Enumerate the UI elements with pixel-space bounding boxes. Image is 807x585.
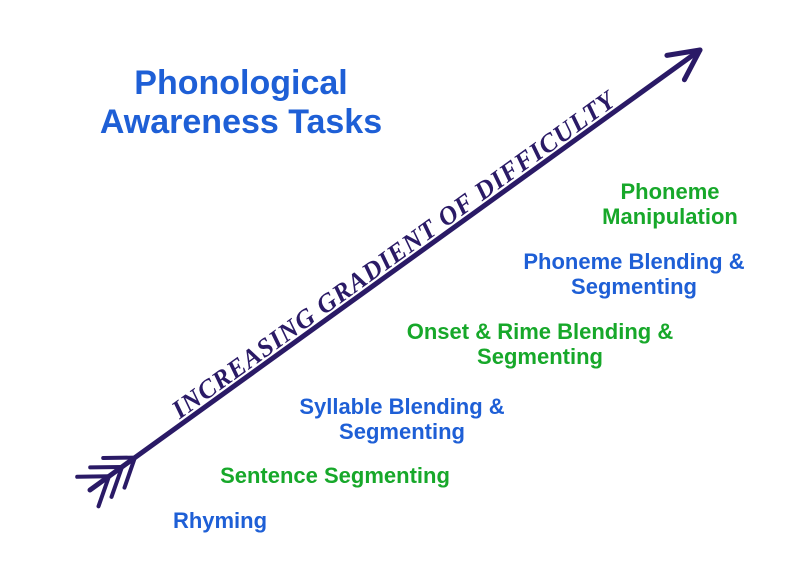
task-4: Phoneme Blending &Segmenting: [504, 249, 764, 300]
title-line2: Awareness Tasks: [100, 103, 382, 141]
task-4-line-0: Phoneme Blending &: [523, 249, 744, 274]
task-5-line-1: Manipulation: [602, 204, 738, 229]
task-5: PhonemeManipulation: [570, 179, 770, 230]
task-2: Syllable Blending &Segmenting: [272, 394, 532, 445]
task-1: Sentence Segmenting: [185, 463, 485, 488]
task-4-line-1: Segmenting: [571, 274, 697, 299]
diagram-title: Phonological Awareness Tasks: [76, 64, 406, 142]
task-3-line-0: Onset & Rime Blending &: [407, 319, 673, 344]
task-0: Rhyming: [140, 508, 300, 533]
task-3: Onset & Rime Blending &Segmenting: [380, 319, 700, 370]
task-2-line-0: Syllable Blending &: [299, 394, 504, 419]
task-1-line-0: Sentence Segmenting: [220, 463, 450, 488]
task-0-line-0: Rhyming: [173, 508, 267, 533]
task-2-line-1: Segmenting: [339, 419, 465, 444]
diagram-canvas: Phonological Awareness Tasks Increasing …: [0, 0, 807, 585]
task-3-line-1: Segmenting: [477, 344, 603, 369]
title-line1: Phonological: [134, 64, 347, 102]
task-5-line-0: Phoneme: [620, 179, 719, 204]
